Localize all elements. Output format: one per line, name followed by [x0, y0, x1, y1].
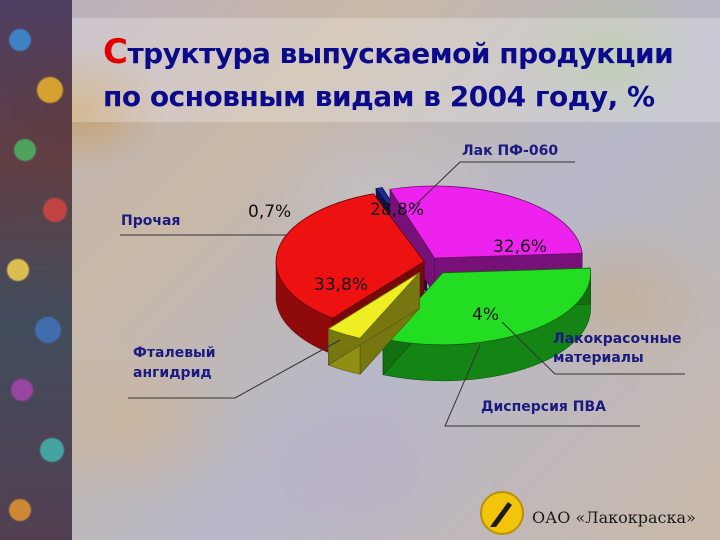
pie-slice-3: [327, 271, 421, 375]
decorative-left-strip: [0, 0, 72, 540]
leader-lines: [120, 161, 685, 427]
company-logo-icon: [480, 491, 524, 535]
pie-slice-top-1: [389, 185, 583, 259]
value-label-prochaya: 0,7%: [248, 202, 292, 222]
category-label-ftal-line-2: ангидрид: [133, 365, 212, 381]
value-label-ftal: 33,8%: [314, 275, 369, 295]
category-label-prochaya: Прочая: [121, 213, 181, 229]
value-label-lkm: 32,6%: [493, 237, 548, 257]
leader-line-ftal: [128, 339, 341, 399]
value-label-pva: 4%: [472, 305, 499, 325]
leader-line-pva: [444, 344, 640, 427]
title-panel: [72, 18, 720, 122]
title-first-letter: С: [103, 32, 128, 72]
category-label-lak: Лак ПФ-060: [462, 143, 559, 159]
value-label-lak: 28,8%: [370, 200, 425, 220]
chart-title-line-1: Структура выпускаемой продукции: [103, 32, 674, 72]
pie-slice-2: [382, 267, 592, 382]
pie-slices: [275, 185, 592, 382]
chart-title-line-2: по основным видам в 2004 году, %: [103, 80, 655, 113]
category-label-pva: Дисперсия ПВА: [481, 399, 606, 415]
title-line-1-rest: труктура выпускаемой продукции: [127, 37, 674, 70]
leader-line-lak: [407, 161, 575, 213]
category-label-ftal-line-1: Фталевый: [133, 345, 216, 361]
pie-slice-top-2: [382, 267, 592, 346]
category-label-lkm-line-1: Лакокрасочные: [553, 331, 682, 347]
category-label-lkm-line-2: материалы: [553, 350, 644, 366]
pie-slice-top-4: [275, 193, 425, 319]
pie-slice-top-3: [327, 271, 421, 339]
company-name: ОАО «Лакокраска»: [532, 508, 696, 527]
leader-line-lkm: [501, 321, 685, 375]
